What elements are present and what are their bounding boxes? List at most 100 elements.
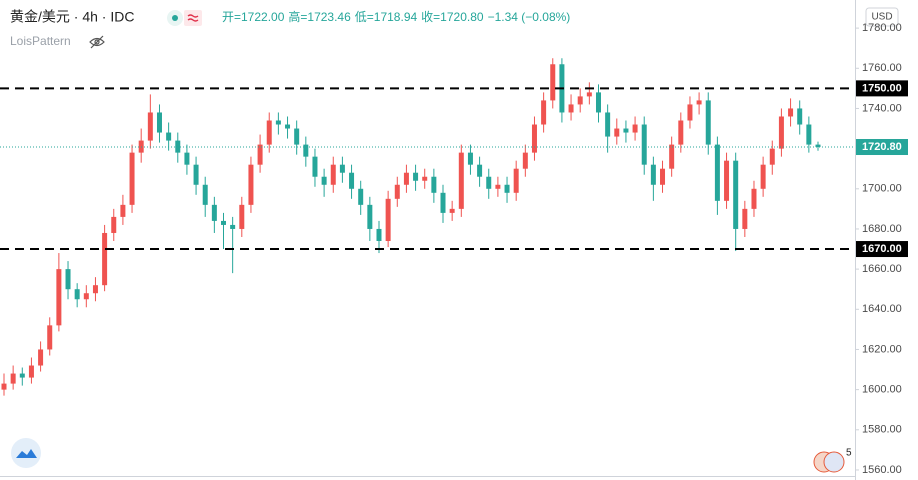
candle-body xyxy=(239,204,245,229)
candle-body xyxy=(230,224,236,229)
candle-body xyxy=(385,198,391,242)
candle-body xyxy=(586,92,592,97)
symbol-title: 黄金/美元 · 4h · IDC xyxy=(10,9,134,25)
candle-body xyxy=(129,152,135,205)
candle-body xyxy=(257,144,263,165)
change-value: −1.34 (−0.08%) xyxy=(488,10,571,24)
candle-body xyxy=(403,172,409,185)
candle-body xyxy=(83,293,89,300)
y-tick-label: 1600.00 xyxy=(862,384,902,396)
y-tick-label: 1660.00 xyxy=(862,263,902,275)
level-label: 1670.00 xyxy=(862,243,902,255)
candle-body xyxy=(531,124,537,153)
candle-body xyxy=(65,269,71,290)
candle-body xyxy=(815,144,821,148)
hide-icon[interactable] xyxy=(89,35,105,49)
y-tick-label: 1620.00 xyxy=(862,343,902,355)
candle-body xyxy=(422,176,428,181)
ohlc-value: 高=1723.46 xyxy=(288,9,351,24)
candle-body xyxy=(294,128,300,145)
level-label-box xyxy=(856,241,908,258)
candle-body xyxy=(623,128,629,133)
candle-body xyxy=(605,112,611,137)
y-tick-label: 1640.00 xyxy=(862,303,902,315)
candle-body xyxy=(550,64,556,101)
candle-body xyxy=(541,100,547,125)
candle-body xyxy=(504,184,510,193)
candle-body xyxy=(1,383,7,390)
candle-body xyxy=(769,148,775,165)
candle-body xyxy=(513,168,519,193)
candle-body xyxy=(221,220,227,225)
candle-body xyxy=(477,164,483,177)
candle-body xyxy=(705,100,711,145)
candle-body xyxy=(577,96,583,105)
candle-body xyxy=(394,184,400,199)
candle-body xyxy=(687,104,693,121)
y-tick-label: 1680.00 xyxy=(862,223,902,235)
level-label-box xyxy=(856,80,908,97)
candle-body xyxy=(632,124,638,133)
candle-body xyxy=(714,144,720,201)
y-tick-label: 1780.00 xyxy=(862,22,902,34)
logo-glyph xyxy=(16,449,37,458)
y-tick-label: 1580.00 xyxy=(862,424,902,436)
candle-body xyxy=(467,152,473,165)
candle-body xyxy=(38,349,44,366)
candle-body xyxy=(724,160,730,201)
candle-body xyxy=(806,124,812,145)
indicator-name: LoisPattern xyxy=(10,34,71,48)
candle-body xyxy=(321,176,327,185)
candle-body xyxy=(349,172,355,189)
candle-body xyxy=(193,164,199,185)
ohlc-value: 开=1722.00 xyxy=(222,10,285,24)
currency-box[interactable] xyxy=(865,7,899,27)
last-price-label: 1720.80 xyxy=(862,141,902,153)
level-label: 1750.00 xyxy=(862,82,902,94)
market-icon-glyph xyxy=(187,14,199,22)
candle-body xyxy=(650,164,656,185)
candle-body xyxy=(211,204,217,221)
candle-body xyxy=(486,176,492,189)
candle-body xyxy=(358,188,364,205)
candle-body xyxy=(184,152,190,165)
status-dot xyxy=(172,15,178,21)
candle-body xyxy=(248,164,254,205)
candle-body xyxy=(797,108,803,125)
candle-body xyxy=(166,132,172,141)
market-icon xyxy=(184,10,202,26)
candle-body xyxy=(458,152,464,209)
y-tick-label: 1760.00 xyxy=(862,62,902,74)
candle-body xyxy=(10,373,16,384)
candle-body xyxy=(751,188,757,209)
candle-body xyxy=(449,208,455,213)
candle-body xyxy=(760,164,766,189)
plot-area xyxy=(1,58,821,396)
candle-body xyxy=(522,152,528,169)
candle-body xyxy=(19,373,25,378)
candle-body xyxy=(303,144,309,157)
y-tick-label: 1700.00 xyxy=(862,183,902,195)
candle-body xyxy=(28,365,34,378)
candle-body xyxy=(74,289,80,300)
candle-body xyxy=(568,104,574,113)
y-tick-label: 1560.00 xyxy=(862,464,902,476)
candle-body xyxy=(614,128,620,137)
candle-body xyxy=(788,108,794,117)
candle-body xyxy=(431,176,437,193)
candle-body xyxy=(330,164,336,185)
candle-body xyxy=(156,112,162,133)
candle-body xyxy=(660,168,666,185)
flag-icon xyxy=(823,451,845,473)
candle-body xyxy=(92,285,98,294)
candle-body xyxy=(669,144,675,169)
candle-body xyxy=(147,112,153,141)
logo[interactable] xyxy=(11,438,41,468)
candle-body xyxy=(641,124,647,165)
candle-body xyxy=(595,92,601,113)
candle-body xyxy=(778,116,784,149)
candle-body xyxy=(678,120,684,145)
